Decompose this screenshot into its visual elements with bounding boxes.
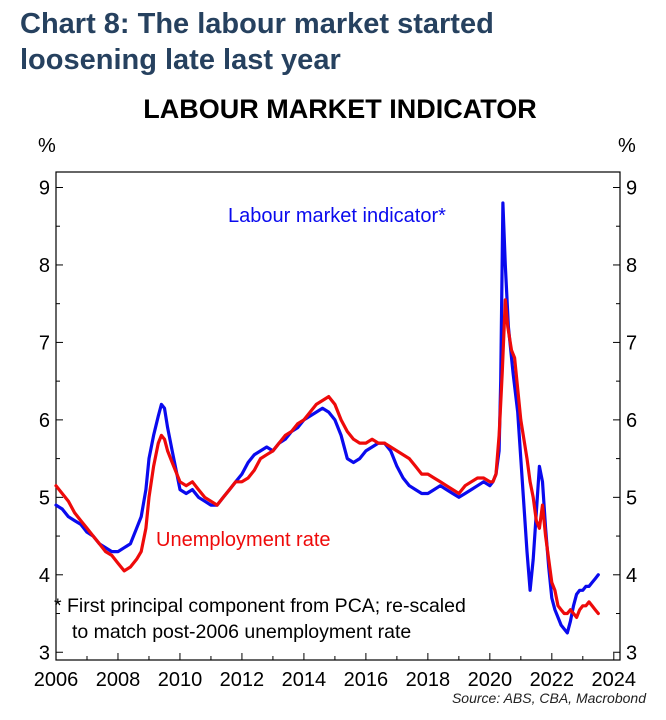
x-tick-label: 2014 [282,669,327,691]
y-tick-label-left: 5 [39,487,50,509]
series-group [54,201,600,635]
y-tick-label-right: 3 [626,642,637,664]
series-line-labour-market-indicator [54,201,600,635]
y-tick-label-right: 7 [626,332,637,354]
series-label-unemployment-rate: Unemployment rate [156,529,331,551]
y-tick-label-left: 6 [39,410,50,432]
x-tick-label: 2020 [468,669,513,691]
y-tick-label-left: 9 [39,177,50,199]
plot-frame [55,171,621,661]
y-tick-label-right: 4 [626,565,637,587]
y-tick-label-left: 8 [39,255,50,277]
source-note: Source: ABS, CBA, Macrobond [451,690,646,706]
y-unit-right: % [618,135,636,157]
y-unit-left: % [38,135,56,157]
x-tick-label: 2022 [530,669,575,691]
y-tick-label-left: 4 [39,565,50,587]
annotations-group: Labour market indicator* Unemployment rat… [54,205,466,643]
heading-line-1: Chart 8: The labour market started [20,8,494,40]
x-tick-label: 2006 [34,669,79,691]
x-tick-label: 2008 [96,669,141,691]
x-tick-label: 2012 [220,669,265,691]
y-tick-label-right: 9 [626,177,637,199]
page-heading: Chart 8: The labour market started loose… [20,6,640,78]
x-tick-label: 2010 [158,669,203,691]
y-tick-label-left: 7 [39,332,50,354]
footnote-line-2: to match post-2006 unemployment rate [72,621,411,643]
x-tick-label: 2016 [344,669,389,691]
x-tick-label: 2024 [592,669,637,691]
y-tick-label-right: 5 [626,487,637,509]
chart-title: LABOUR MARKET INDICATOR [143,94,537,124]
y-tick-label-left: 3 [39,642,50,664]
y-tick-label-right: 6 [626,410,637,432]
x-tick-label: 2018 [406,669,451,691]
series-label-labour-market-indicator: Labour market indicator* [228,205,446,227]
series-line-unemployment-rate [54,298,600,619]
y-tick-label-right: 8 [626,255,637,277]
footnote-line-1: * First principal component from PCA; re… [54,595,466,617]
axes-group: 3 3 4 4 5 5 6 6 7 7 8 8 9 9 2006 2008 2010 2012 2014 2016 20… [34,135,637,691]
heading-line-2: loosening late last year [20,44,341,76]
